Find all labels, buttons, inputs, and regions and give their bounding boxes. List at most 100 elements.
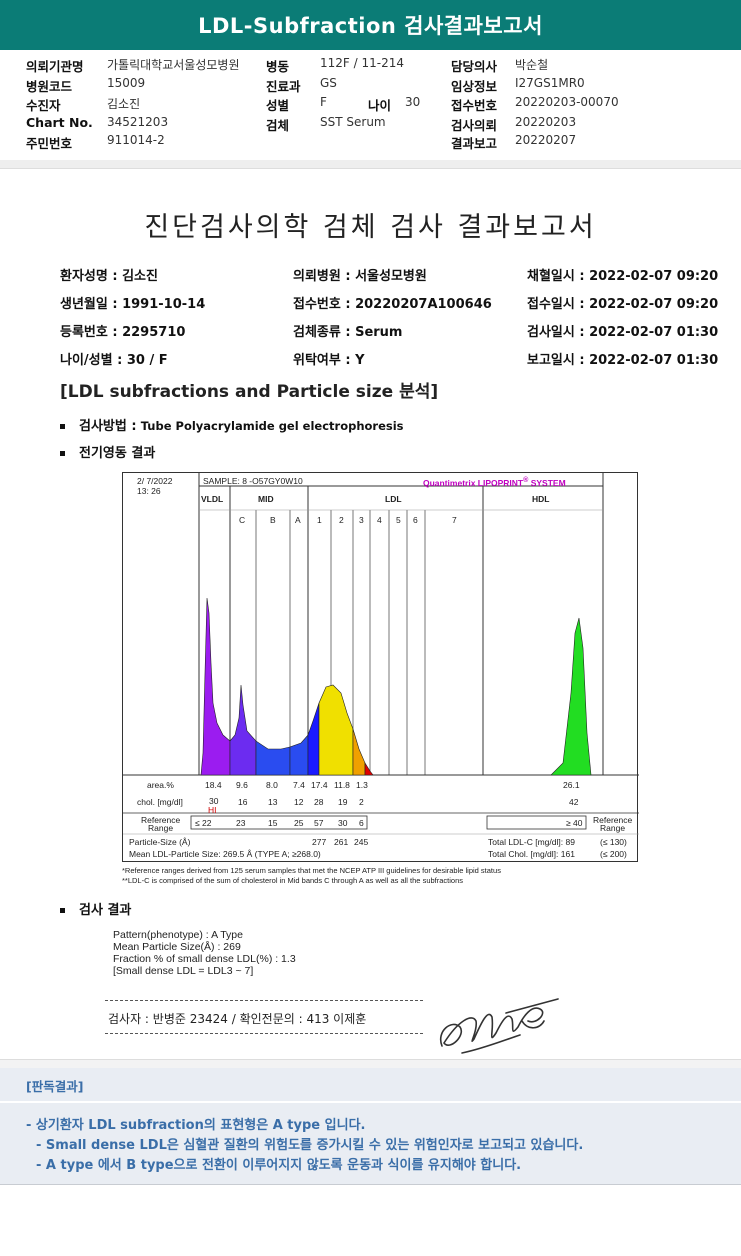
result-line: Mean Particle Size(Å) : 269 <box>113 941 241 953</box>
header-label: 결과보고 <box>451 136 498 151</box>
area-value: 9.6 <box>236 780 248 790</box>
patient-info: 의뢰병원 : 서울성모병원 <box>293 269 427 284</box>
interpretation-line: - A type 에서 B type으로 전환이 이루어지지 않도록 운동과 식… <box>36 1158 522 1173</box>
trace-segment <box>318 684 354 776</box>
bullet-icon <box>60 424 65 429</box>
bullet-icon <box>60 451 65 456</box>
patient-info: 검체종류 : Serum <box>293 325 403 340</box>
chol-value: 30 <box>209 796 219 806</box>
header-value: I27GS1MR0 <box>515 76 585 90</box>
scanned-report: 진단검사의학 검체 검사 결과보고서 환자성명 : 김소진 의뢰병원 : 서울성… <box>0 168 741 1060</box>
particle-size-value: 261 <box>334 837 349 847</box>
bullet-icon <box>60 908 65 913</box>
particle-size-value: 245 <box>354 837 369 847</box>
trace-segment <box>550 617 592 776</box>
trace-segment <box>229 684 257 776</box>
header-value: 김소진 <box>107 97 141 111</box>
trace-segment <box>289 734 309 776</box>
reference-value: 57 <box>314 818 324 828</box>
header-label: 성별 <box>266 98 290 113</box>
header-value: GS <box>320 76 337 90</box>
interpretation-divider <box>0 1101 741 1103</box>
header-value: 15009 <box>107 76 146 90</box>
header-label: 검사의뢰 <box>451 118 498 133</box>
zone-label: MID <box>258 494 274 504</box>
hdl-chol-value: 42 <box>569 797 579 807</box>
header-value: 112F / 11-214 <box>320 56 404 70</box>
mean-ldl-size: Mean LDL-Particle Size: 269.5 Å (TYPE A;… <box>129 849 321 859</box>
trace-segment <box>352 728 366 776</box>
dashed-divider <box>105 1033 423 1034</box>
particle-size-value: 277 <box>312 837 327 847</box>
chart-brand: Quantimetrix LIPOPRINT® SYSTEM <box>423 476 566 488</box>
header-label: 병동 <box>266 59 290 74</box>
interpretation-title: [판독결과] <box>26 1079 84 1094</box>
header-label: 접수번호 <box>451 98 498 113</box>
band-label: 4 <box>377 515 382 525</box>
band-label: C <box>239 515 246 525</box>
interpretation-line: - Small dense LDL은 심혈관 질환의 위험도를 증가시킬 수 있… <box>36 1138 584 1153</box>
chart-date: 2/ 7/2022 <box>137 476 173 486</box>
patient-info: 접수일시 : 2022-02-07 09:20 <box>527 297 719 312</box>
patient-info: 검사일시 : 2022-02-07 01:30 <box>527 325 719 340</box>
chol-value: 13 <box>268 797 278 807</box>
header-label: 병원코드 <box>26 79 73 94</box>
header-value: 34521203 <box>107 115 169 129</box>
header-value: 가톨릭대학교서울성모병원 <box>107 58 240 72</box>
trace-segment <box>364 761 374 776</box>
result-line: [Small dense LDL = LDL3 ~ 7] <box>113 965 254 977</box>
handwritten-signature <box>439 998 559 1054</box>
zone-label: LDL <box>385 494 402 504</box>
chart-note: **LDL-C is comprised of the sum of chole… <box>122 876 464 885</box>
area-value: 18.4 <box>205 780 222 790</box>
brand-name: Quantimetrix LIPOPRINT <box>423 477 524 488</box>
dashed-divider <box>105 1000 423 1001</box>
header-label: 수진자 <box>26 98 61 113</box>
method-label: 검사방법 : <box>79 419 137 434</box>
particle-size-label: Particle-Size (Å) <box>129 837 191 847</box>
range-label: Range <box>148 823 174 833</box>
trace-segment <box>200 597 231 776</box>
header-info: 의뢰기관명 가톨릭대학교서울성모병원 병원코드 15009 수진자 김소진 Ch… <box>0 54 741 160</box>
result-item: 검사 결과 <box>60 899 131 918</box>
lipoprint-chart: 2/ 7/2022 13: 26 SAMPLE: 8 -O57GY0W10 Qu… <box>122 472 639 862</box>
header-label: 담당의사 <box>451 59 498 74</box>
header-value: 20220203-00070 <box>515 95 619 109</box>
header-value: 20220207 <box>515 133 577 147</box>
header-label: 임상정보 <box>451 79 498 94</box>
header-label: 진료과 <box>266 79 301 94</box>
area-label: area.% <box>147 780 174 790</box>
patient-info: 생년월일 : 1991-10-14 <box>60 297 206 312</box>
reference-label: Reference <box>141 815 181 825</box>
result-label: 검사 결과 <box>79 903 132 918</box>
reference-value: 23 <box>236 818 246 828</box>
area-value: 17.4 <box>311 780 328 790</box>
electrophoresis-label: 전기영동 결과 <box>79 446 156 461</box>
signature-line: 검사자 : 반병준 23424 / 확인전문의 : 413 이제훈 <box>108 1012 367 1026</box>
patient-info: 채혈일시 : 2022-02-07 09:20 <box>527 269 719 284</box>
method-item: 검사방법 : Tube Polyacrylamide gel electroph… <box>60 415 404 434</box>
document-title: 진단검사의학 검체 검사 결과보고서 <box>144 212 597 243</box>
band-label: 7 <box>452 515 457 525</box>
chart-note: *Reference ranges derived from 125 serum… <box>122 866 501 875</box>
age-value: 30 <box>405 95 421 109</box>
zone-label: VLDL <box>201 494 224 504</box>
header-label: 검체 <box>266 118 290 133</box>
report-title-bar: LDL-Subfraction 검사결과보고서 <box>0 0 741 50</box>
total-chol: Total Chol. [mg/dl]: 161 <box>488 849 575 859</box>
header-label: 의뢰기관명 <box>26 59 84 74</box>
band-label: 2 <box>339 515 344 525</box>
total-chol-ref: (≤ 200) <box>600 849 627 859</box>
patient-info: 보고일시 : 2022-02-07 01:30 <box>527 353 719 368</box>
trace-segment <box>307 702 320 776</box>
trace-segment <box>255 740 291 776</box>
header-value: 911014-2 <box>107 133 165 147</box>
reference-value: 25 <box>294 818 304 828</box>
zone-label: HDL <box>532 494 550 504</box>
result-line: Fraction % of small dense LDL(%) : 1.3 <box>113 953 296 965</box>
header-value: 박순철 <box>515 58 549 72</box>
total-ldl-ref: (≤ 130) <box>600 837 627 847</box>
method-value: Tube Polyacrylamide gel electrophoresis <box>140 419 404 433</box>
patient-info: 등록번호 : 2295710 <box>60 325 186 340</box>
brand-registered-icon: ® <box>523 476 529 484</box>
